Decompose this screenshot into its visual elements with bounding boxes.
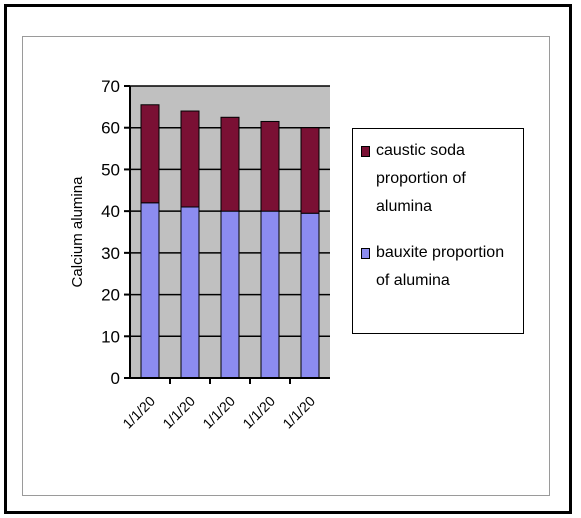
bar-segment-caustic-soda bbox=[300, 127, 320, 214]
bar-segment-bauxite bbox=[180, 206, 200, 379]
x-tick-label: 1/1/20 bbox=[199, 393, 238, 432]
y-tick-label: 60 bbox=[101, 119, 120, 138]
legend-swatch-bauxite bbox=[361, 248, 370, 259]
y-tick-label: 30 bbox=[101, 244, 120, 263]
x-tick-label: 1/1/20 bbox=[279, 393, 318, 432]
y-axis-ticks: 0 10 20 30 40 50 60 70 bbox=[101, 77, 130, 388]
bar-segment-bauxite bbox=[140, 202, 160, 379]
y-tick-label: 50 bbox=[101, 160, 120, 179]
legend-label-bauxite: bauxite proportion of alumina bbox=[376, 244, 505, 289]
bar-segment-caustic-soda bbox=[220, 116, 240, 212]
y-tick-label: 40 bbox=[101, 202, 120, 221]
legend: caustic soda proportion of alumina bauxi… bbox=[352, 128, 524, 334]
bar-segment-caustic-soda bbox=[180, 110, 200, 208]
x-tick-label: 1/1/20 bbox=[159, 393, 198, 432]
bar-segment-bauxite bbox=[220, 210, 240, 379]
y-tick-label: 20 bbox=[101, 286, 120, 305]
bar-segment-caustic-soda bbox=[140, 104, 160, 204]
x-axis-ticks: 1/1/20 1/1/20 1/1/20 1/1/20 1/1/20 bbox=[119, 378, 318, 432]
bar-segment-bauxite bbox=[300, 212, 320, 379]
bars bbox=[140, 104, 320, 379]
y-tick-label: 10 bbox=[101, 327, 120, 346]
y-tick-label: 0 bbox=[111, 369, 120, 388]
y-tick-label: 70 bbox=[101, 77, 120, 96]
legend-swatch-caustic-soda bbox=[361, 146, 370, 157]
x-tick-label: 1/1/20 bbox=[119, 393, 158, 432]
bar-segment-caustic-soda bbox=[260, 120, 280, 212]
legend-label-caustic-soda: caustic soda proportion of alumina bbox=[376, 142, 466, 215]
y-axis-label: Calcium alumina bbox=[69, 176, 86, 288]
bar-segment-bauxite bbox=[260, 210, 280, 379]
x-tick-label: 1/1/20 bbox=[239, 393, 278, 432]
